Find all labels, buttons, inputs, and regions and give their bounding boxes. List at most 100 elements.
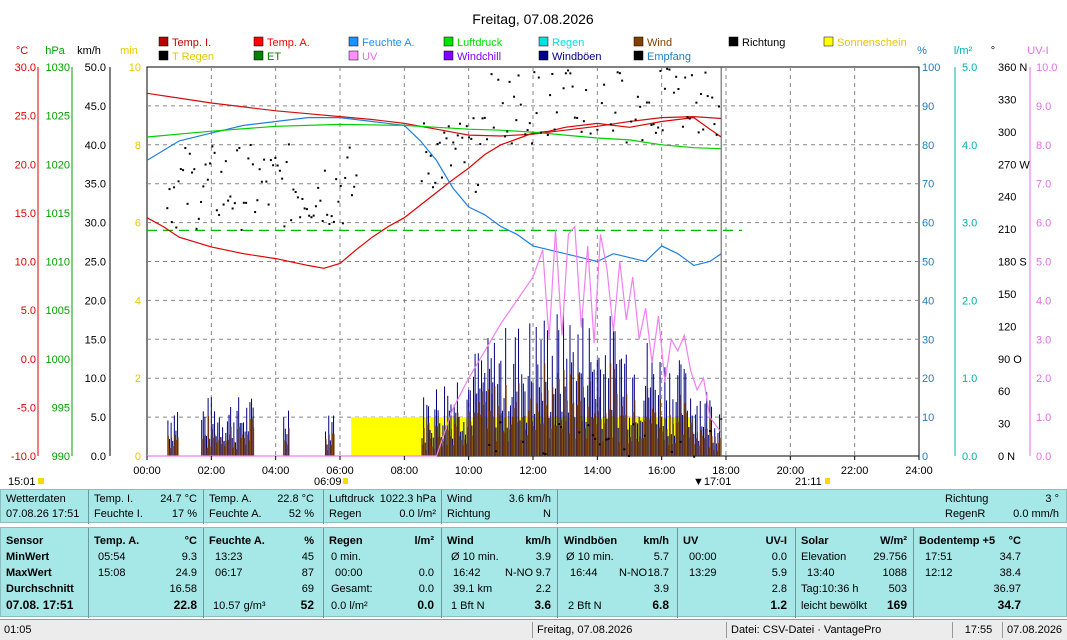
direction-point <box>508 80 511 83</box>
tick-label-uv: 10.0 <box>1036 62 1057 74</box>
direction-point <box>339 184 342 187</box>
direction-point <box>533 71 536 74</box>
direction-point <box>524 133 527 136</box>
direction-point <box>434 181 437 184</box>
direction-point <box>596 128 599 131</box>
direction-point <box>679 440 682 443</box>
uv-r2-value: 5.9 <box>771 567 787 579</box>
regen-r2-time: 00:00 <box>335 567 363 579</box>
direction-point <box>283 225 286 228</box>
tick-label-humidity: 20 <box>922 373 934 385</box>
direction-point <box>675 75 678 78</box>
direction-point <box>513 95 516 98</box>
solar-r4-label: leicht bewölkt <box>801 600 868 612</box>
direction-point <box>287 143 290 146</box>
maxwert-label: MaxWert <box>6 567 52 579</box>
tick-label-wind: 10.0 <box>85 373 106 385</box>
x-tick-label: 02:00 <box>198 465 226 477</box>
legend-label: Wind <box>647 37 672 49</box>
direction-point <box>281 177 284 180</box>
direction-point <box>319 199 322 202</box>
legend-swatch <box>253 36 264 47</box>
direction-point <box>468 136 471 139</box>
direction-point <box>657 126 660 129</box>
tick-label-pressure: 1015 <box>46 208 70 220</box>
direction-point <box>191 171 194 174</box>
axis-unit-uv: UV-I <box>1027 45 1048 57</box>
direction-point <box>650 124 653 127</box>
feuchte-i-value: 17 % <box>171 508 197 520</box>
direction-point <box>661 129 664 132</box>
direction-point <box>702 128 705 131</box>
x-tick-label: 06:00 <box>326 465 354 477</box>
solar-r3-label: Tag:10:36 h <box>801 583 859 595</box>
x-tick-label: 16:00 <box>648 465 676 477</box>
boeen-r1-value: 5.7 <box>653 551 669 563</box>
direction-point <box>614 111 617 114</box>
direction-point <box>686 116 689 119</box>
direction-point <box>353 185 356 188</box>
tick-label-minutes: 4 <box>135 295 141 307</box>
direction-point <box>213 151 216 154</box>
direction-point <box>303 207 306 210</box>
tick-label-direction: 0 N <box>998 451 1015 463</box>
direction-point <box>711 96 714 99</box>
boden-now: 34.7 <box>997 598 1021 612</box>
direction-point <box>632 423 635 426</box>
direction-point <box>177 180 180 183</box>
direction-point <box>425 151 428 154</box>
direction-point <box>276 164 279 167</box>
tick-label-uv: 5.0 <box>1036 257 1051 269</box>
direction-point <box>290 219 293 222</box>
tick-label-uv: 3.0 <box>1036 334 1051 346</box>
direction-point <box>197 217 200 220</box>
x-tick-label: 18:00 <box>712 465 740 477</box>
uv-r2-time: 13:29 <box>689 567 717 579</box>
direction-point <box>506 130 509 133</box>
temp-a-header: Temp. A. <box>94 535 140 547</box>
boden-r2-time: 12:12 <box>925 567 953 579</box>
direction-point <box>591 434 594 437</box>
direction-point <box>481 117 484 120</box>
direction-point <box>598 443 601 446</box>
direction-point <box>544 453 547 456</box>
bar-series <box>147 229 743 456</box>
direction-point <box>540 131 543 134</box>
direction-point <box>220 170 223 173</box>
tick-label-temp: 20.0 <box>15 159 36 171</box>
tick-label-direction: 330 <box>998 94 1016 106</box>
boeen-unit: km/h <box>643 535 669 547</box>
direction-point <box>429 154 432 157</box>
direction-point <box>526 129 529 132</box>
direction-point <box>168 188 171 191</box>
wind-r3-label: 39.1 km <box>453 583 493 595</box>
direction-point <box>258 168 261 171</box>
series-line-temp-i- <box>146 92 722 137</box>
wind-now: 3.6 <box>534 598 551 612</box>
direction-point <box>245 201 248 204</box>
direction-point <box>459 122 462 125</box>
legend-swatch <box>728 36 739 47</box>
direction-point <box>715 133 718 136</box>
wind-r2-dir: N-NO <box>505 567 534 579</box>
direction-point <box>708 430 711 433</box>
direction-point <box>654 131 657 134</box>
feuchte-a-unit: % <box>304 535 314 547</box>
direction-point <box>537 76 540 79</box>
legend-label: Temp. A. <box>267 37 310 49</box>
direction-point <box>587 424 590 427</box>
chart-axes: °C30.025.020.015.010.05.00.0-5.0-10.0hPa… <box>11 45 1058 463</box>
legend-label: Sonnenschein <box>837 37 907 49</box>
direction-point <box>285 161 288 164</box>
tick-label-humidity: 100 <box>922 62 940 74</box>
direction-point <box>456 134 459 137</box>
direction-point <box>542 452 545 455</box>
direction-point <box>501 102 504 105</box>
legend-swatch <box>443 36 454 47</box>
direction-point <box>321 220 324 223</box>
status-time: 17:55 <box>952 622 1000 638</box>
now-label: 07.08. 17:51 <box>6 598 74 612</box>
tick-label-uv: 2.0 <box>1036 373 1051 385</box>
direction-point <box>179 168 182 171</box>
legend-swatch <box>253 50 264 61</box>
